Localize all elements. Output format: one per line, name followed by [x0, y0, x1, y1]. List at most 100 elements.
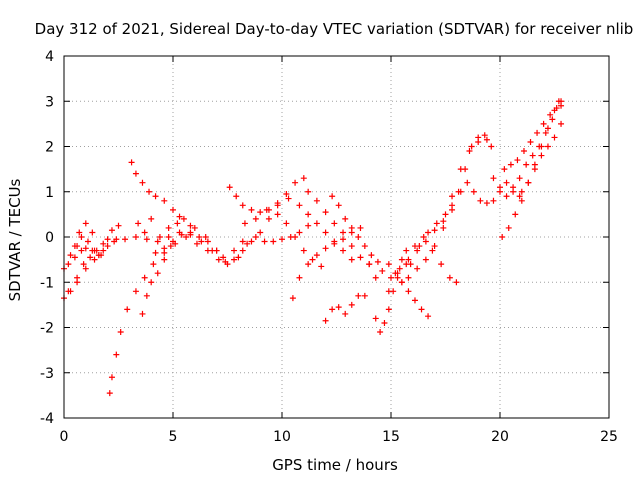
data-point — [108, 374, 115, 381]
data-point — [283, 220, 290, 227]
data-point — [457, 166, 464, 173]
data-point — [516, 175, 523, 182]
series-arc-22 — [385, 234, 460, 295]
data-point — [529, 152, 536, 159]
series-arc-27 — [490, 98, 562, 200]
y-tick-label: -1 — [40, 275, 54, 291]
data-point — [106, 390, 113, 397]
data-point — [405, 274, 412, 281]
data-point — [534, 129, 541, 136]
data-point — [143, 236, 150, 243]
data-point — [538, 143, 545, 150]
data-point — [418, 306, 425, 313]
data-point — [252, 234, 259, 240]
series-arc-20 — [372, 247, 410, 336]
data-point — [233, 193, 240, 200]
data-point — [300, 175, 307, 182]
data-point — [510, 188, 517, 195]
data-point — [340, 236, 347, 243]
data-point — [355, 234, 362, 240]
data-point — [148, 279, 155, 286]
data-point — [431, 243, 438, 250]
data-point — [104, 243, 111, 250]
data-point — [372, 315, 379, 322]
series-arc-24 — [398, 132, 495, 286]
data-point — [287, 234, 294, 240]
y-tick-label: 4 — [45, 49, 54, 65]
series-arc-4 — [71, 220, 102, 259]
data-point — [78, 234, 85, 240]
data-point — [108, 227, 115, 234]
data-point — [80, 261, 87, 268]
data-point — [322, 209, 329, 216]
data-point — [309, 256, 316, 263]
data-point — [431, 227, 438, 234]
data-point — [244, 240, 251, 247]
data-point — [475, 138, 482, 145]
x-tick-label: 20 — [491, 429, 509, 445]
data-point — [65, 288, 72, 295]
data-point — [558, 102, 565, 109]
series-arc-30 — [518, 120, 565, 195]
series-arc-5 — [65, 247, 107, 295]
data-point — [525, 179, 532, 186]
data-point — [381, 319, 388, 326]
data-point — [257, 229, 264, 236]
data-point — [514, 157, 521, 164]
data-point — [455, 188, 462, 195]
data-point — [196, 234, 203, 240]
data-point — [414, 265, 421, 272]
data-point — [411, 297, 418, 304]
data-point — [84, 238, 91, 245]
data-point — [422, 256, 429, 263]
data-point — [361, 243, 368, 250]
data-point — [152, 249, 159, 256]
data-point — [377, 329, 384, 336]
data-point — [331, 240, 338, 247]
data-point — [71, 254, 78, 261]
data-point — [540, 120, 547, 127]
x-tick-label: 5 — [169, 429, 178, 445]
series-arc-26 — [464, 179, 523, 207]
data-point — [139, 310, 146, 317]
data-point — [357, 254, 364, 261]
data-point — [335, 304, 342, 311]
data-point — [407, 261, 414, 268]
data-point — [122, 236, 129, 243]
series-arc-10 — [135, 213, 194, 240]
data-point — [115, 222, 122, 229]
data-point — [374, 258, 381, 265]
data-point — [488, 143, 495, 150]
data-point — [128, 159, 135, 166]
data-point — [248, 238, 255, 245]
data-point — [405, 256, 412, 263]
data-point — [468, 143, 475, 150]
series-arc-9 — [139, 220, 181, 317]
data-point — [296, 202, 303, 209]
data-point — [270, 238, 277, 245]
data-point — [289, 295, 296, 302]
data-point — [405, 288, 412, 295]
data-point — [204, 238, 211, 245]
data-point — [113, 351, 120, 358]
data-point — [67, 252, 74, 259]
data-point — [202, 234, 209, 240]
data-point — [104, 236, 111, 243]
data-point — [422, 238, 429, 245]
data-point — [348, 301, 355, 308]
data-point — [490, 197, 497, 204]
series-arc-7 — [111, 229, 246, 261]
data-point — [82, 220, 89, 227]
data-point — [305, 188, 312, 195]
series-arc-21 — [366, 261, 432, 320]
series-arc-1 — [61, 222, 122, 302]
y-tick-label: -2 — [40, 321, 54, 337]
data-point — [313, 252, 320, 259]
series-arc-6 — [106, 234, 231, 397]
data-point — [433, 220, 440, 227]
data-point — [117, 329, 124, 336]
data-point — [296, 229, 303, 236]
data-point — [518, 188, 525, 195]
data-point — [318, 263, 325, 270]
